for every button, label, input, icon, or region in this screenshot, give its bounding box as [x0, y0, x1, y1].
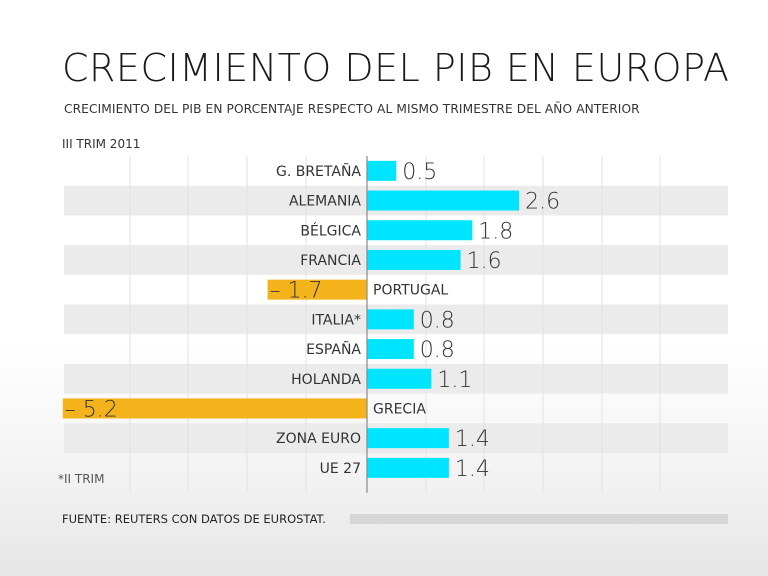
- bar-2: [367, 220, 473, 241]
- category-label: HOLANDA: [291, 372, 361, 388]
- category-label: ZONA EURO: [276, 431, 361, 447]
- value-label: 1.1: [437, 368, 472, 393]
- bar-1: [367, 190, 520, 211]
- value-label: 0.8: [420, 338, 455, 363]
- category-label: GRECIA: [373, 401, 426, 417]
- bar-7: [367, 368, 432, 389]
- value-label: 1.4: [455, 457, 490, 482]
- source-divider: [350, 514, 728, 524]
- value-label: – 1.7: [270, 279, 323, 304]
- source-note: FUENTE: REUTERS CON DATOS DE EUROSTAT.: [62, 512, 326, 526]
- value-label: 2.6: [525, 190, 560, 215]
- category-label: G. BRETAÑA: [276, 163, 361, 180]
- category-label: FRANCIA: [300, 253, 361, 269]
- category-label: UE 27: [320, 461, 361, 477]
- value-label: – 5.2: [65, 397, 118, 422]
- bar-3: [367, 249, 461, 270]
- period-label: III TRIM 2011: [62, 137, 141, 151]
- value-label: 1.8: [478, 219, 513, 244]
- chart-subtitle: CRECIMIENTO DEL PIB EN PORCENTAJE RESPEC…: [64, 102, 640, 116]
- bar-9: [367, 428, 449, 449]
- category-label: BÉLGICA: [300, 222, 361, 239]
- bar-8: [62, 398, 368, 419]
- category-label: ITALIA*: [311, 312, 361, 328]
- category-label: PORTUGAL: [373, 283, 448, 299]
- value-label: 0.5: [402, 160, 437, 185]
- bar-4: [267, 279, 367, 300]
- footnote: *II TRIM: [58, 472, 105, 486]
- value-label: 0.8: [420, 308, 455, 333]
- bar-0: [367, 160, 397, 181]
- bar-5: [367, 309, 414, 330]
- chart-title: CRECIMIENTO DEL PIB EN EUROPA: [62, 46, 730, 90]
- value-label: 1.4: [455, 427, 490, 452]
- value-label: 1.6: [467, 249, 502, 274]
- bar-10: [367, 457, 449, 478]
- bar-6: [367, 339, 414, 360]
- category-label: ESPAÑA: [306, 341, 361, 358]
- category-label: ALEMANIA: [289, 194, 361, 210]
